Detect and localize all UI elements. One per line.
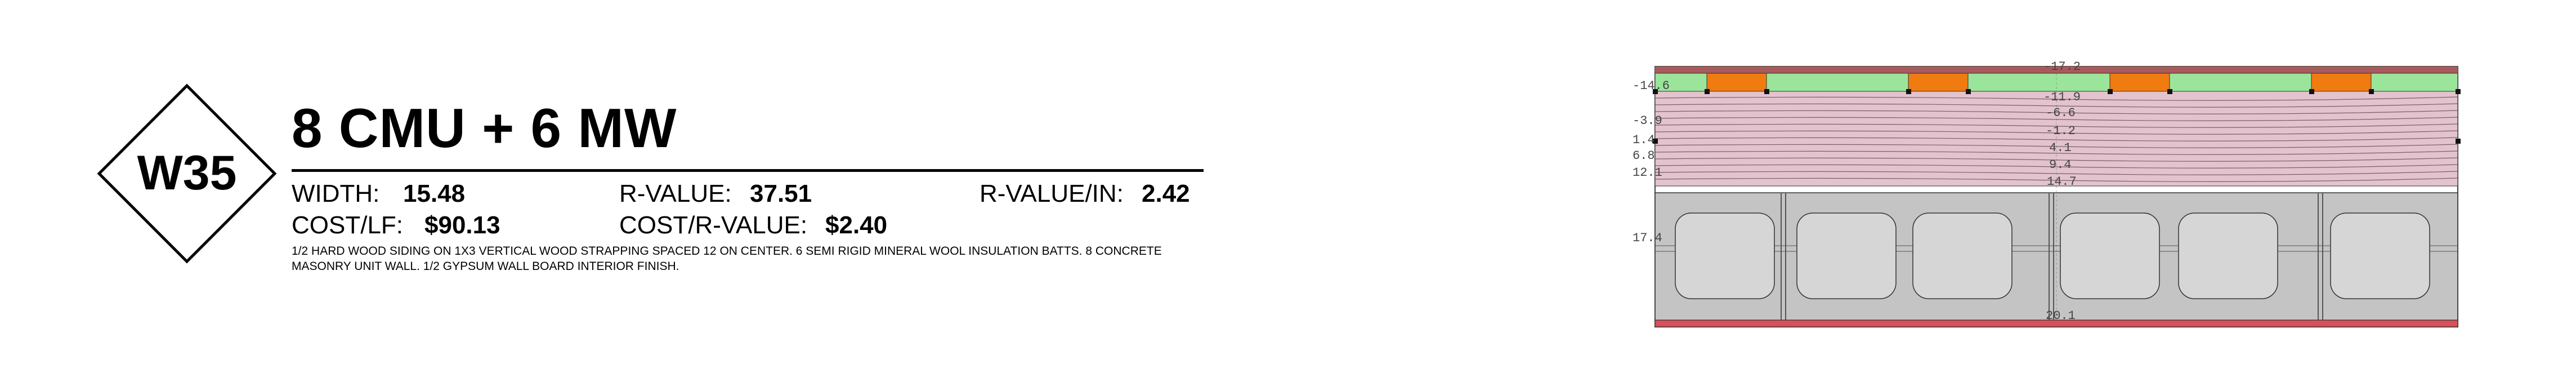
strapping-1 (1706, 73, 1767, 92)
left-label-1: -14.6 (1633, 79, 1670, 93)
center-label-5: 4.1 (2049, 141, 2072, 155)
center-label-7: 14.7 (2047, 175, 2077, 189)
center-label-6: 9.4 (2049, 158, 2072, 172)
center-label-8: 20.1 (2046, 309, 2076, 323)
badge-code: W35 (137, 146, 237, 200)
gypsum-board-layer (1654, 320, 2458, 327)
assembly-description: 1/2 HARD WOOD SIDING ON 1X3 VERTICAL WOO… (292, 245, 1162, 273)
cost-per-r-value-value: $2.40 (825, 211, 888, 239)
mineral-wool-hatching (1654, 96, 2458, 182)
strapping-3 (2109, 73, 2170, 92)
width-value: 15.48 (403, 180, 466, 207)
cost-per-lf-value: $90.13 (424, 211, 500, 239)
cost-per-lf-label: COST/LF: (292, 211, 404, 239)
wall-section-diagram: -14.6 -3.9 1.4 6.8 12.1 17.4 -17.2 -11.9… (1633, 60, 2461, 327)
wall-assembly-title: 8 CMU + 6 MW (292, 97, 677, 159)
r-value-value: 37.51 (750, 180, 812, 207)
strapping-4 (2311, 73, 2372, 92)
left-label-5: 12.1 (1633, 166, 1662, 180)
r-value-per-inch-value: 2.42 (1142, 180, 1190, 207)
center-label-4: -1.2 (2046, 124, 2076, 138)
r-value-per-inch-label: R-VALUE/IN: (980, 180, 1124, 207)
left-label-6: 17.4 (1633, 231, 1662, 245)
center-label-3: -6.6 (2046, 106, 2076, 120)
strapping-2 (1908, 73, 1969, 92)
width-label: WIDTH: (292, 180, 380, 207)
left-label-2: -3.9 (1633, 114, 1662, 128)
cmu-cores (1675, 212, 2430, 299)
wall-type-badge: W35 (97, 83, 277, 264)
badge-diamond (97, 83, 277, 264)
center-label-2: -11.9 (2043, 90, 2081, 104)
left-label-3: 1.4 (1633, 133, 1655, 147)
isotherm-labels: -14.6 -3.9 1.4 6.8 12.1 17.4 -17.2 -11.9… (1633, 60, 2081, 323)
cost-per-r-value-label: COST/R-VALUE: (619, 211, 808, 239)
center-label-1: -17.2 (2043, 60, 2081, 74)
fastener-markers (1653, 89, 2461, 144)
siding-layer (1655, 67, 2458, 73)
left-label-4: 6.8 (1633, 149, 1655, 163)
r-value-label: R-VALUE: (619, 180, 732, 207)
title-divider (292, 169, 1204, 172)
